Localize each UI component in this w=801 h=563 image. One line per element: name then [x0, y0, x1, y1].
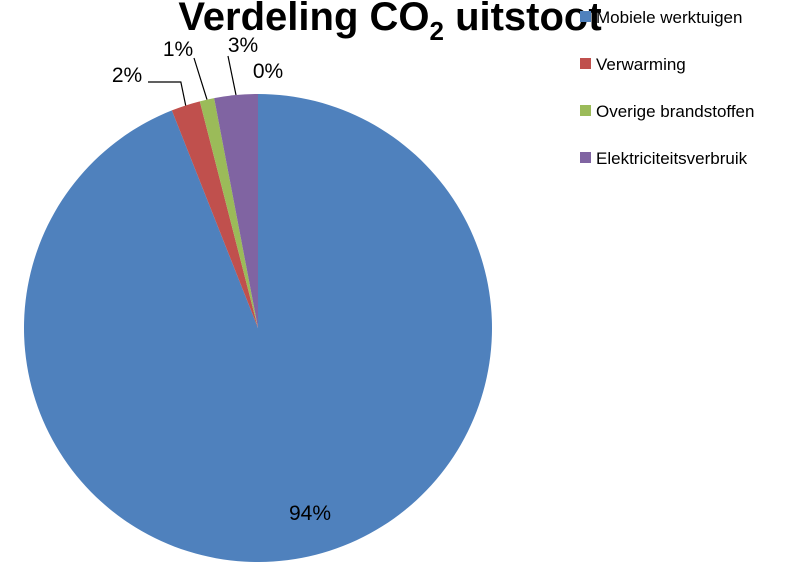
data-labels: 94% 2% 1% 3% 0%	[112, 34, 331, 525]
data-label-extra: 0%	[253, 60, 283, 83]
leader-line-verwarming	[148, 81, 187, 106]
data-label-mobiele-werktuigen: 94%	[289, 502, 331, 525]
legend: Mobiele werktuigen Verwarming Overige bran…	[580, 8, 754, 168]
chart-title: Verdeling CO2 uitstoot	[178, 0, 601, 46]
legend-swatch-elektriciteitsverbruik	[580, 152, 591, 163]
leader-lines	[148, 55, 237, 106]
pie-slices	[23, 94, 492, 562]
leader-line-elektriciteitsverbruik	[227, 55, 237, 96]
data-label-elektriciteitsverbruik: 3%	[228, 34, 258, 57]
pie-slice-overige-brandstoffen	[199, 98, 258, 328]
data-label-overige-brandstoffen: 1%	[163, 38, 193, 61]
legend-swatch-overige-brandstoffen	[580, 105, 591, 116]
pie-slice-verwarming	[171, 101, 258, 328]
legend-swatch-mobiele-werktuigen	[580, 11, 591, 22]
pie-slice-elektriciteitsverbruik	[214, 94, 258, 328]
legend-label-verwarming: Verwarming	[596, 55, 686, 74]
legend-label-elektriciteitsverbruik: Elektriciteitsverbruik	[596, 149, 748, 168]
pie-slice-mobiele-werktuigen	[23, 94, 492, 562]
data-label-verwarming: 2%	[112, 64, 142, 87]
legend-label-overige-brandstoffen: Overige brandstoffen	[596, 102, 754, 121]
legend-label-mobiele-werktuigen: Mobiele werktuigen	[596, 8, 742, 27]
leader-line-overige-brandstoffen	[193, 57, 208, 100]
legend-swatch-verwarming	[580, 58, 591, 69]
